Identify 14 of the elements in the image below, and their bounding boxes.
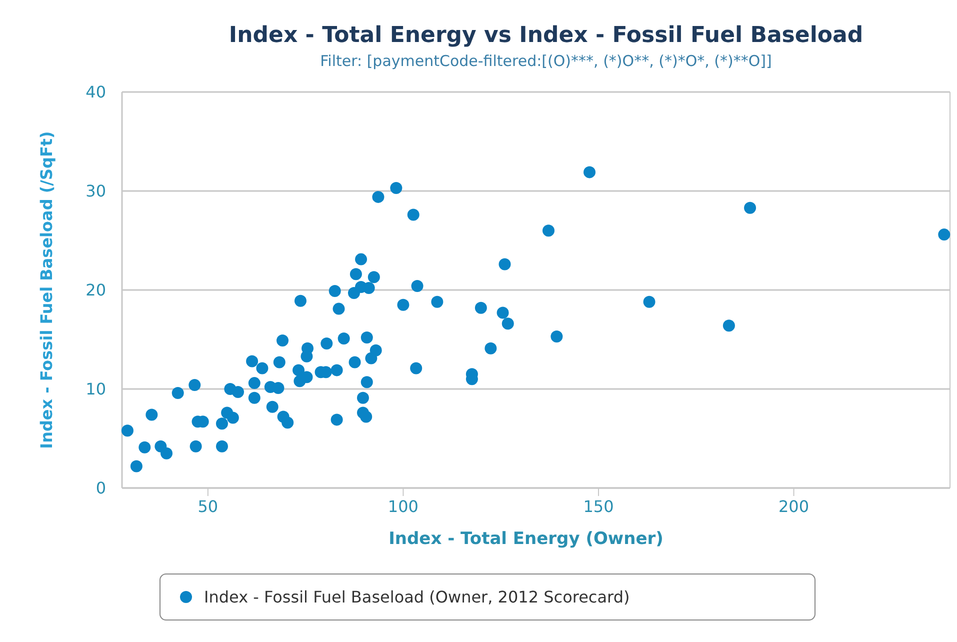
y-tick-label: 0 (96, 478, 106, 498)
x-tick-label: 150 (583, 497, 614, 516)
y-tick-label: 40 (86, 82, 106, 102)
x-tick-label: 50 (198, 497, 218, 516)
y-tick-label: 20 (86, 280, 106, 300)
y-tick-label: 10 (86, 380, 106, 399)
y-tick-label: 30 (86, 182, 106, 201)
chart-subtitle: Filter: [paymentCode-filtered:[(O)***, (*)O**, (*)*O*, (*)**O]] (320, 52, 772, 70)
x-tick-label: 200 (778, 497, 810, 516)
chart-title: Index - Total Energy vs Index - Fossil Fuel Baseload (228, 23, 864, 48)
y-axis-title: Index - Fossil Fuel Baseload (/SqFt) (37, 131, 56, 449)
x-tick-label: 100 (388, 497, 418, 516)
legend-label: Index - Fossil Fuel Baseload (Owner, 2012 Scorecard) (204, 588, 630, 607)
x-axis-title: Index - Total Energy (Owner) (388, 529, 664, 549)
